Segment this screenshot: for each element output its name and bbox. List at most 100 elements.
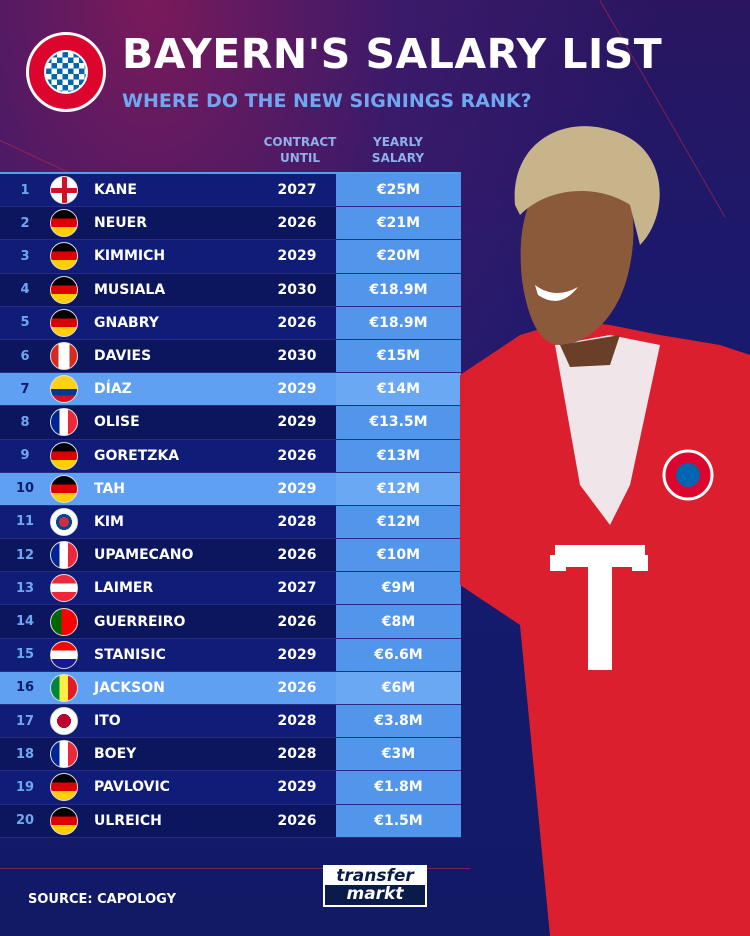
contract-until: 2026 <box>277 547 317 564</box>
contract-until: 2026 <box>277 812 317 829</box>
yearly-salary: €3M <box>336 738 461 771</box>
rank: 9 <box>20 448 30 464</box>
player-name: MUSIALA <box>94 281 166 298</box>
flag-south-korea-icon <box>50 507 78 536</box>
player-name: KIM <box>94 513 124 530</box>
table-row: 11 KIM 2028 €12M <box>0 505 461 540</box>
flag-germany-icon <box>50 806 78 835</box>
flag-germany-icon <box>50 773 78 802</box>
page-subtitle: WHERE DO THE NEW SIGNINGS RANK? <box>122 90 532 112</box>
transfermarkt-logo: transfer markt <box>323 865 427 907</box>
yearly-salary: €1.5M <box>336 804 461 837</box>
table-row: 19 PAVLOVIC 2029 €1.8M <box>0 771 461 805</box>
contract-until: 2029 <box>277 414 317 431</box>
flag-portugal-icon <box>50 607 78 636</box>
flag-senegal-icon <box>50 673 78 702</box>
player-name: TAH <box>94 480 126 497</box>
table-row: 10 TAH 2029 €12M <box>0 472 461 506</box>
column-header-contract: CONTRACT UNTIL <box>263 135 337 165</box>
flag-germany-icon <box>50 242 78 271</box>
contract-until: 2027 <box>277 182 317 199</box>
rank: 1 <box>20 182 30 198</box>
yearly-salary: €6.6M <box>336 638 461 671</box>
flag-france-icon <box>50 541 78 570</box>
yearly-salary: €6M <box>336 671 461 704</box>
player-name: NEUER <box>94 215 147 232</box>
contract-until: 2026 <box>277 314 317 331</box>
player-name: JACKSON <box>94 679 165 696</box>
table-row: 8 OLISE 2029 €13.5M <box>0 406 461 440</box>
flag-germany-icon <box>50 308 78 337</box>
contract-until: 2026 <box>277 613 317 630</box>
yearly-salary: €18.9M <box>336 306 461 339</box>
player-name: DAVIES <box>94 348 152 365</box>
yearly-salary: €14M <box>336 373 461 406</box>
flag-germany-icon <box>50 275 78 304</box>
contract-until: 2029 <box>277 381 317 398</box>
fc-bayern-logo <box>26 32 106 112</box>
player-name: OLISE <box>94 414 140 431</box>
contract-until: 2029 <box>277 646 317 663</box>
flag-austria-icon <box>50 574 78 603</box>
flag-england-icon <box>50 176 78 205</box>
yearly-salary: €13M <box>336 439 461 472</box>
table-row: 16 JACKSON 2026 €6M <box>0 671 461 705</box>
page-title: BAYERN'S SALARY LIST <box>122 30 663 78</box>
table-row: 9 GORETZKA 2026 €13M <box>0 439 461 473</box>
source-note: SOURCE: CAPOLOGY <box>28 892 176 907</box>
contract-until: 2028 <box>277 746 317 763</box>
rank: 6 <box>20 348 30 364</box>
player-name: KANE <box>94 182 137 199</box>
flag-canada-icon <box>50 342 78 371</box>
table-row: 14 GUERREIRO 2026 €8M <box>0 605 461 639</box>
salary-table: 1 KANE 2027 €25M 2 NEUER 2026 €21M 3 KIMMI… <box>0 172 461 838</box>
player-name: LAIMER <box>94 580 154 597</box>
rank: 8 <box>20 414 30 430</box>
rank: 5 <box>20 315 30 331</box>
rank: 2 <box>20 215 30 231</box>
contract-until: 2028 <box>277 713 317 730</box>
flag-japan-icon <box>50 707 78 736</box>
yearly-salary: €8M <box>336 605 461 638</box>
yearly-salary: €21M <box>336 207 461 240</box>
yearly-salary: €25M <box>336 174 461 207</box>
player-name: GNABRY <box>94 314 159 331</box>
contract-until: 2027 <box>277 580 317 597</box>
table-row: 20 ULREICH 2026 €1.5M <box>0 804 461 838</box>
rank: 13 <box>15 580 35 596</box>
flag-germany-icon <box>50 209 78 238</box>
flag-germany-icon <box>50 474 78 503</box>
player-name: UPAMECANO <box>94 547 194 564</box>
rank: 17 <box>15 713 35 729</box>
rank: 7 <box>20 381 30 397</box>
table-row: 7 DÍAZ 2029 €14M <box>0 373 461 407</box>
player-name: ITO <box>94 713 121 730</box>
table-row: 15 STANISIC 2029 €6.6M <box>0 638 461 672</box>
flag-france-icon <box>50 408 78 437</box>
contract-until: 2026 <box>277 215 317 232</box>
rank: 16 <box>15 680 35 696</box>
table-row: 1 KANE 2027 €25M <box>0 174 461 208</box>
table-row: 13 LAIMER 2027 €9M <box>0 572 461 606</box>
rank: 14 <box>15 614 35 630</box>
yearly-salary: €9M <box>336 572 461 605</box>
yearly-salary: €3.8M <box>336 705 461 738</box>
contract-until: 2029 <box>277 779 317 796</box>
contract-until: 2029 <box>277 480 317 497</box>
rank: 11 <box>15 514 35 530</box>
table-row: 4 MUSIALA 2030 €18.9M <box>0 273 461 307</box>
player-name: BOEY <box>94 746 137 763</box>
player-name: ULREICH <box>94 812 162 829</box>
player-name: DÍAZ <box>94 381 132 398</box>
yearly-salary: €12M <box>336 472 461 505</box>
contract-until: 2026 <box>277 447 317 464</box>
table-row: 6 DAVIES 2030 €15M <box>0 339 461 374</box>
table-row: 3 KIMMICH 2029 €20M <box>0 240 461 274</box>
yearly-salary: €10M <box>336 539 461 572</box>
decor-line <box>0 868 470 869</box>
rank: 18 <box>15 746 35 762</box>
contract-until: 2028 <box>277 513 317 530</box>
yearly-salary: €1.8M <box>336 771 461 804</box>
contract-until: 2030 <box>277 281 317 298</box>
table-row: 17 ITO 2028 €3.8M <box>0 705 461 739</box>
